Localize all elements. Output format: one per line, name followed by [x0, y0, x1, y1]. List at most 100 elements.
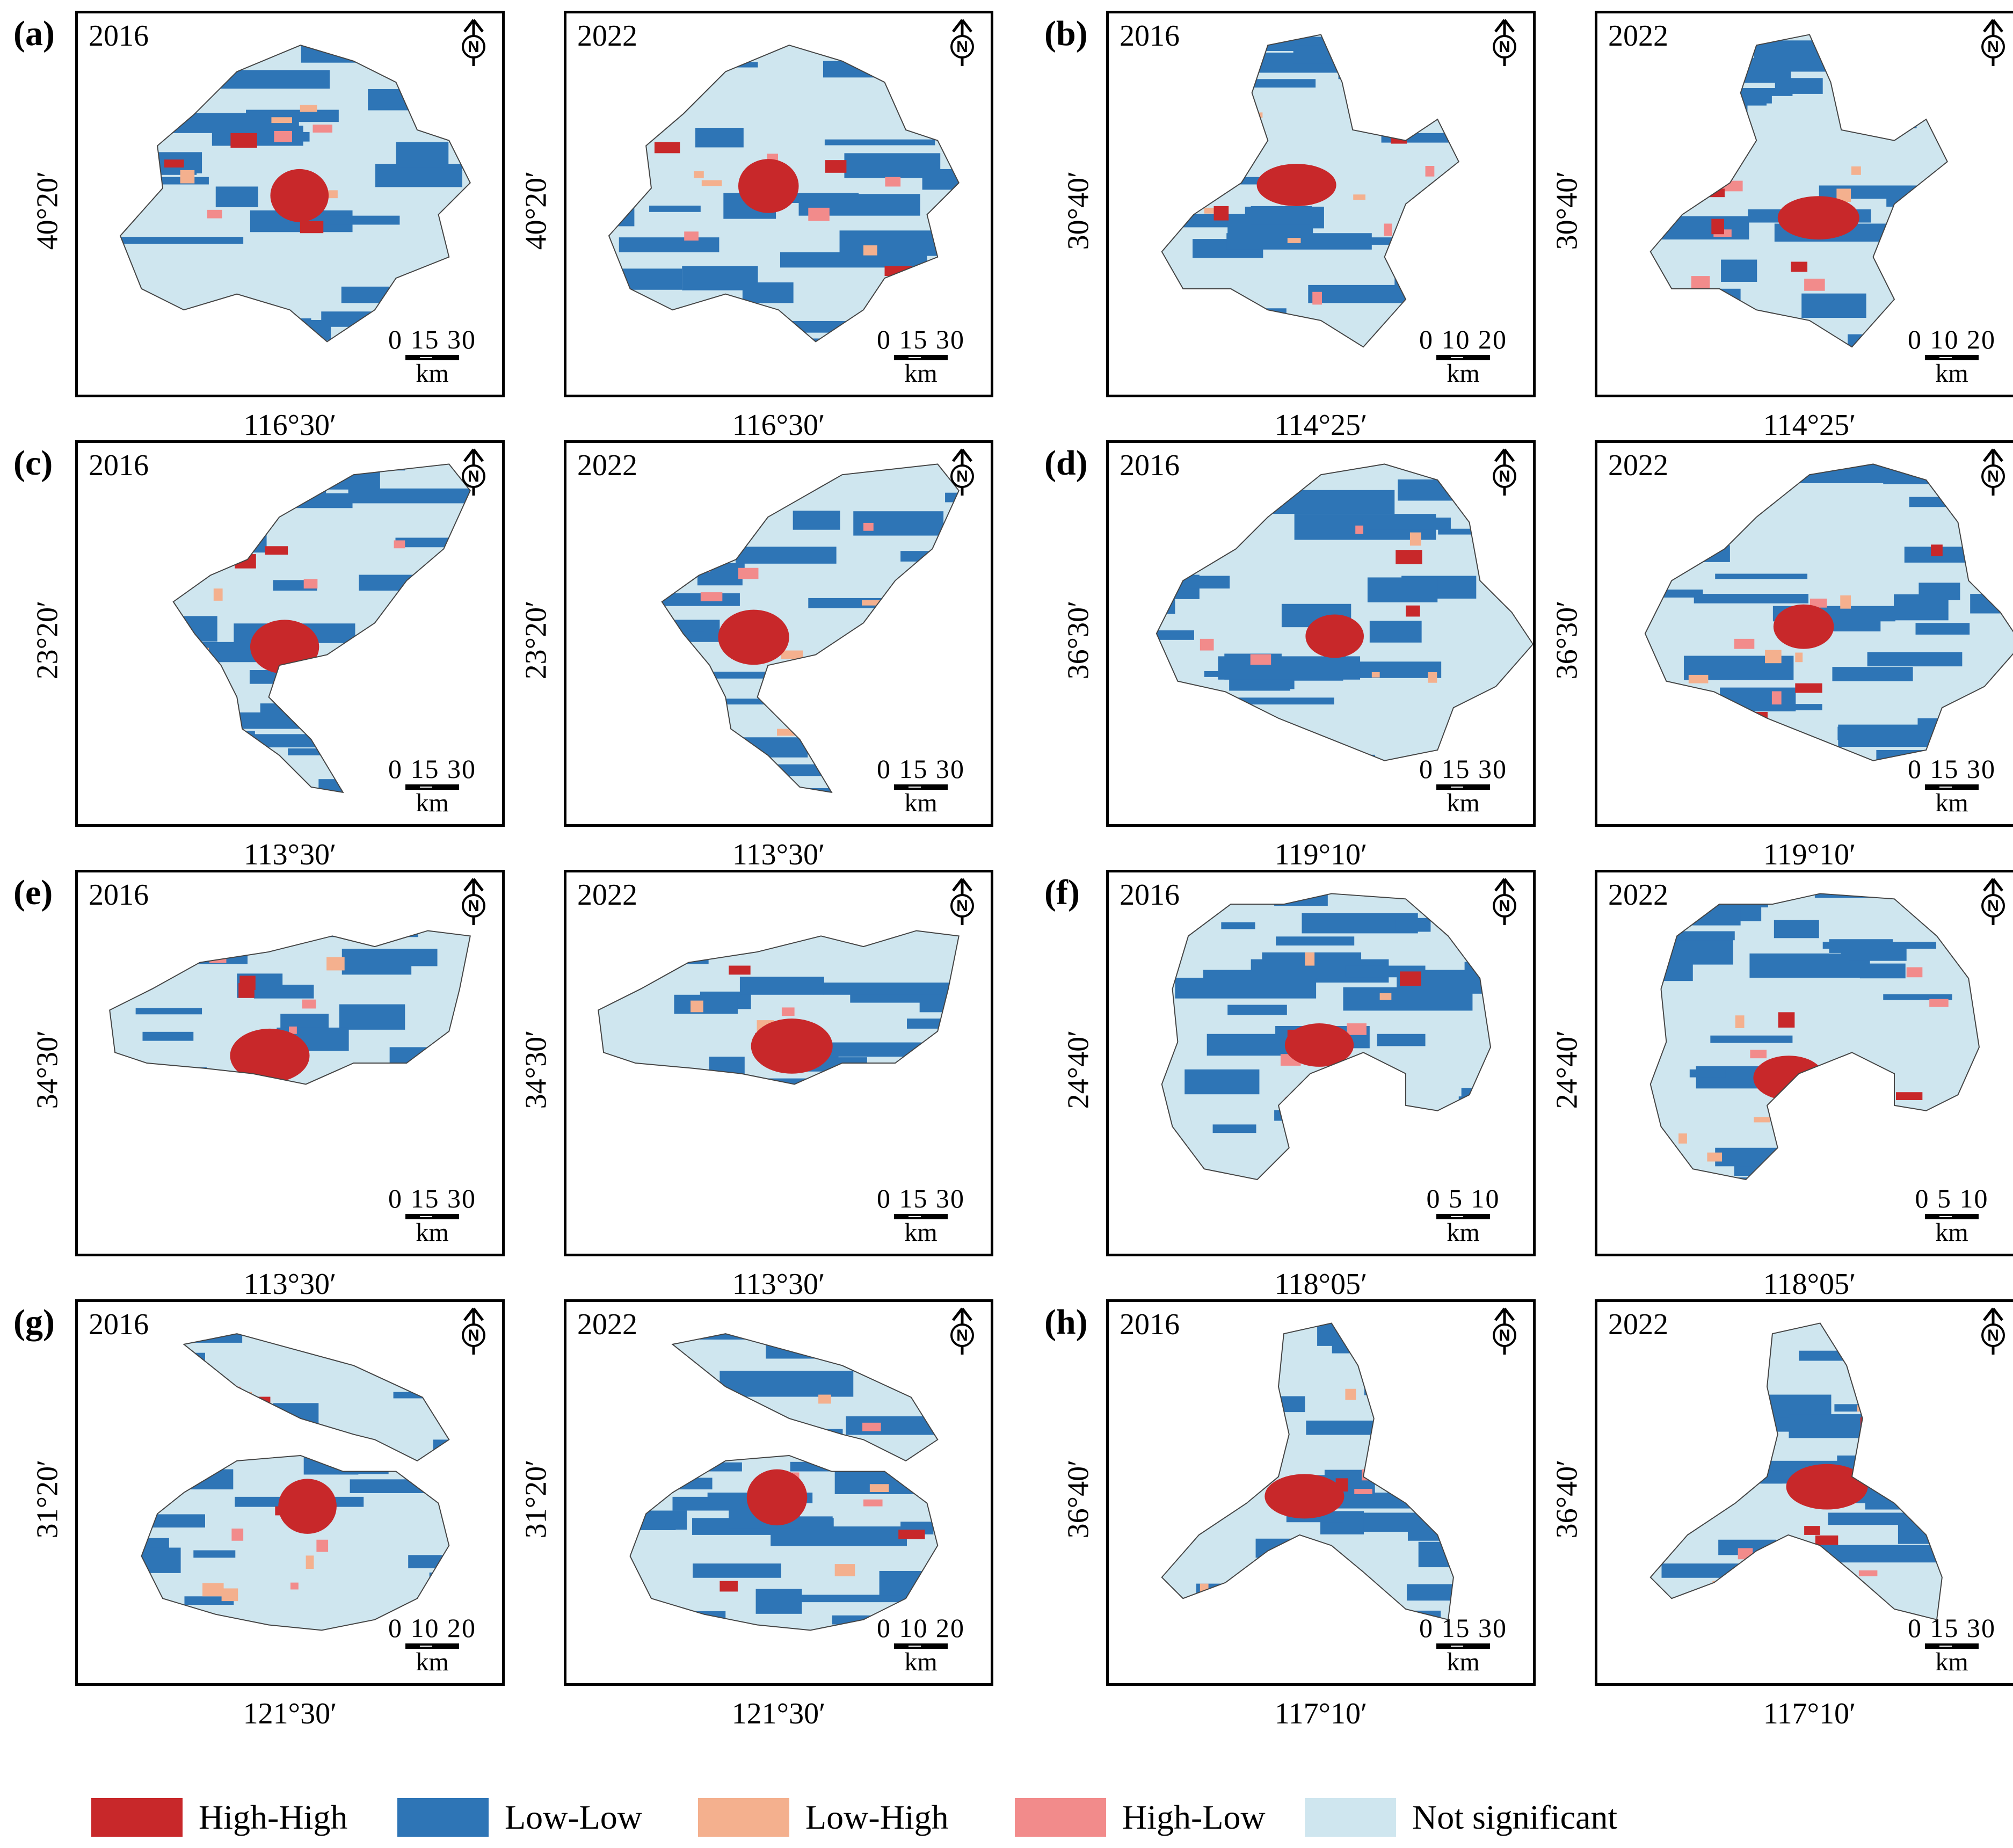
low-high-patch	[662, 635, 671, 647]
low-low-patch	[1376, 1372, 1454, 1381]
high-high-patch	[1406, 605, 1420, 617]
low-high-patch	[300, 105, 317, 112]
low-low-patch	[1271, 490, 1395, 514]
map-panel-d-2016: 2016 N 0 15 30 km	[1106, 440, 1536, 827]
north-arrow-icon: N	[462, 448, 485, 496]
low-low-patch	[1649, 753, 1782, 760]
panel-group-label: (h)	[1044, 1303, 1088, 1342]
low-low-patch	[413, 1077, 470, 1085]
low-low-patch	[682, 266, 758, 290]
latitude-label: 24°40′	[1550, 1030, 1584, 1109]
svg-text:N: N	[1987, 1327, 1999, 1344]
legend-swatch-high-high	[91, 1798, 183, 1837]
low-low-patch	[824, 139, 935, 145]
longitude-label: 117°10′	[1274, 1697, 1368, 1730]
low-low-patch	[851, 1081, 959, 1085]
longitude-label: 113°30′	[732, 838, 825, 871]
low-low-patch	[1826, 1150, 1968, 1176]
low-low-patch	[173, 490, 208, 501]
low-low-patch	[249, 670, 376, 684]
high-high-patch	[720, 1581, 738, 1592]
high-high-patch	[1441, 280, 1456, 295]
low-low-patch	[1308, 285, 1428, 303]
low-low-patch	[1683, 485, 1778, 491]
high-high-patch	[300, 221, 324, 234]
scale-bar: 0 10 20 km	[1409, 324, 1517, 388]
low-low-patch	[274, 930, 418, 937]
low-low-patch	[1650, 301, 1725, 318]
scale-numbers: 0 15 30	[877, 1183, 965, 1213]
low-low-patch	[1393, 260, 1459, 272]
high-low-patch	[394, 540, 405, 549]
low-low-patch	[609, 207, 635, 227]
low-low-patch	[1774, 920, 1819, 938]
low-low-patch	[1801, 293, 1866, 318]
low-low-patch	[609, 268, 682, 290]
low-low-patch	[689, 1221, 731, 1233]
low-low-patch	[1645, 489, 1662, 508]
low-low-patch	[1221, 922, 1255, 929]
low-high-patch	[1840, 595, 1851, 609]
low-low-patch	[1909, 497, 1960, 507]
low-low-patch	[1669, 1324, 1723, 1333]
region-boundary	[661, 463, 960, 794]
svg-text:N: N	[1987, 468, 1999, 485]
low-low-patch	[141, 1514, 205, 1528]
high-high-patch	[1791, 261, 1808, 272]
svg-text:N: N	[1987, 38, 1999, 56]
low-low-patch	[630, 1478, 713, 1490]
map-panel-b-2022: 2022 N 0 10 20 km	[1595, 11, 2013, 397]
low-low-patch	[1759, 1210, 1840, 1215]
high-high-patch	[230, 133, 257, 148]
high-high-patch	[1804, 1526, 1820, 1535]
region-boundary	[172, 463, 471, 794]
low-low-patch	[900, 551, 951, 562]
region-boundary	[598, 930, 960, 1085]
high-high-patch	[1400, 971, 1421, 986]
low-low-patch	[1838, 724, 1985, 747]
low-low-patch	[1798, 763, 1915, 775]
map-panel-a-2016: 2016 N 0 15 30 km	[75, 11, 505, 397]
region-map	[1161, 893, 1492, 1181]
low-low-patch	[787, 28, 868, 38]
scale-bar-graphic	[1436, 1214, 1490, 1219]
low-low-patch	[1883, 994, 1952, 1000]
year-label: 2022	[577, 449, 637, 482]
high-high-patch	[230, 1094, 251, 1108]
scale-bar: 0 15 30 km	[379, 753, 486, 818]
high-low-patch	[1929, 999, 1949, 1007]
high-high-cluster	[1305, 614, 1364, 658]
low-high-patch	[1353, 194, 1365, 200]
latitude-label: 36°30′	[1062, 600, 1095, 680]
low-low-patch	[630, 1604, 672, 1610]
low-low-patch	[1276, 936, 1355, 946]
low-high-patch	[876, 1100, 888, 1107]
low-low-patch	[295, 930, 342, 933]
high-low-patch	[808, 207, 830, 221]
low-low-patch	[223, 372, 311, 381]
low-low-patch	[141, 1625, 246, 1631]
map-panel-c-2016: 2016 N 0 15 30 km	[75, 440, 505, 827]
high-low-patch	[695, 1103, 704, 1113]
low-low-patch	[1777, 464, 1898, 483]
low-low-patch	[666, 1462, 742, 1472]
longitude-label: 118°05′	[1274, 1268, 1368, 1301]
low-high-patch	[1379, 993, 1392, 1000]
low-low-patch	[1633, 779, 1740, 784]
longitude-label: 116°30′	[243, 409, 337, 442]
scale-numbers: 0 10 20	[877, 1613, 965, 1643]
low-low-patch	[175, 345, 275, 360]
scale-numbers: 0 5 10	[1426, 1183, 1500, 1213]
low-high-patch	[1408, 1416, 1422, 1422]
high-low-patch	[1419, 285, 1441, 295]
low-high-patch	[1688, 674, 1709, 683]
scale-numbers: 0 15 30	[1419, 754, 1507, 784]
svg-text:N: N	[956, 897, 968, 915]
region-boundary	[1161, 893, 1492, 1181]
high-low-patch	[1771, 691, 1782, 705]
high-high-patch	[1335, 1478, 1348, 1492]
scale-unit: km	[1935, 789, 1968, 817]
low-low-patch	[212, 1182, 352, 1191]
low-low-patch	[1426, 1365, 1454, 1379]
scale-unit: km	[904, 1648, 938, 1676]
